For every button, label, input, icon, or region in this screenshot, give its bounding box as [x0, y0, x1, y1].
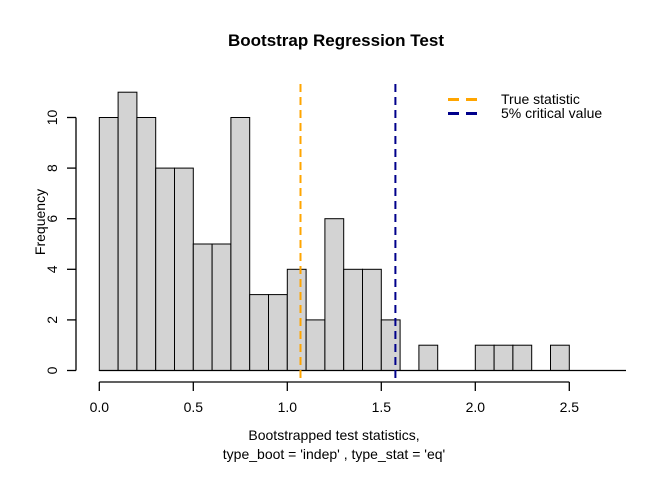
histogram-bar	[117, 91, 138, 371]
legend-label: 5% critical value	[501, 105, 603, 121]
histogram-bar	[362, 268, 382, 371]
histogram-bar	[230, 117, 251, 371]
x-axis-label-line2: type_boot = 'indep' , type_stat = 'eq'	[222, 446, 446, 462]
histogram-bar	[174, 167, 194, 371]
histogram-bar	[98, 117, 119, 371]
legend-entry-true-statistic: True statistic	[448, 92, 602, 106]
x-tick-label: 0.0	[90, 399, 110, 415]
histogram-bar	[136, 117, 157, 371]
y-tick-label: 4	[44, 265, 60, 273]
histogram-bar	[343, 268, 364, 371]
histogram-bar	[155, 167, 175, 371]
histogram-bar	[286, 268, 307, 371]
x-tick-label: 1.5	[372, 399, 392, 415]
legend: True statistic 5% critical value	[448, 92, 602, 120]
histogram-bar	[249, 294, 269, 372]
y-tick-label: 6	[44, 215, 60, 223]
y-tick-label: 2	[44, 316, 60, 324]
histogram-bar	[268, 294, 288, 372]
histogram-bar	[192, 243, 213, 371]
y-tick-label: 8	[44, 164, 60, 172]
chart-title: Bootstrap Regression Test	[227, 31, 444, 50]
orange-dashed-line-icon	[448, 97, 478, 101]
histogram-bar	[305, 319, 326, 371]
legend-label: True statistic	[501, 91, 580, 107]
histogram-bar	[380, 319, 401, 371]
histogram-bar	[550, 344, 570, 372]
histogram-bar	[474, 344, 495, 372]
histogram-bar	[324, 218, 345, 371]
navy-dashed-line-icon	[448, 111, 478, 115]
x-tick-label: 2.5	[560, 399, 580, 415]
x-tick-label: 1.0	[278, 399, 298, 415]
x-tick-label: 0.5	[184, 399, 204, 415]
y-tick-label: 10	[44, 110, 60, 126]
histogram-bar	[493, 344, 514, 372]
legend-entry-critical-value: 5% critical value	[448, 106, 602, 120]
x-tick-label: 2.0	[466, 399, 486, 415]
histogram-bar	[418, 344, 439, 372]
y-tick-label: 0	[44, 366, 60, 374]
histogram-bar	[512, 344, 533, 372]
histogram-bar	[211, 243, 232, 371]
x-axis-label-line1: Bootstrapped test statistics,	[248, 427, 420, 443]
